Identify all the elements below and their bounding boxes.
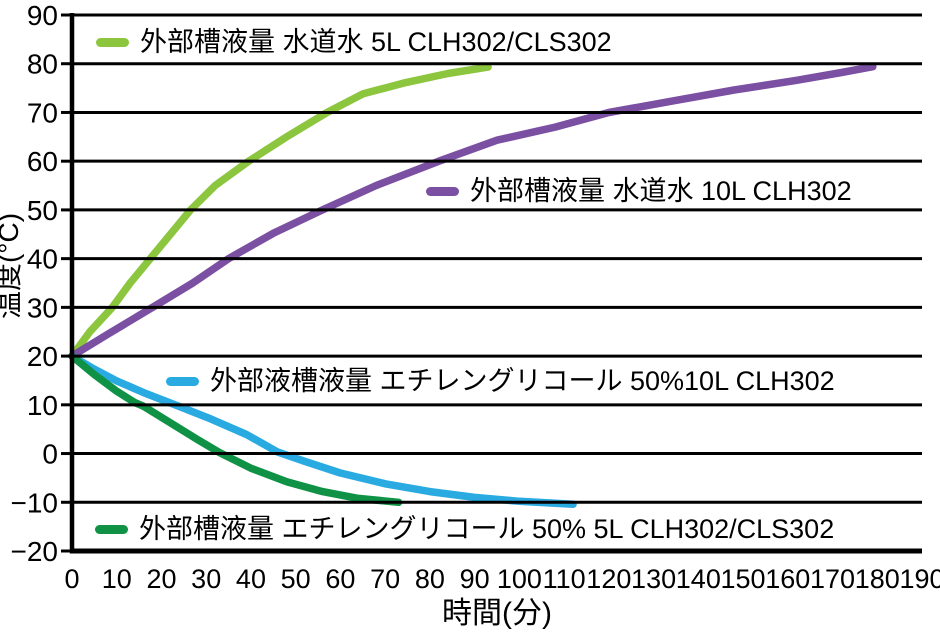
x-tick-label: 70	[370, 564, 400, 594]
x-axis-title: 時間(分)	[442, 597, 552, 630]
y-tick-label: −20	[11, 536, 59, 567]
y-tick-label: 30	[27, 292, 58, 323]
legend-ethylene-glycol-5l: 外部槽液量 エチレングリコール 50% 5L CLH302/CLS302	[95, 514, 834, 544]
legend-label-ethylene-glycol-5l: 外部槽液量 エチレングリコール 50% 5L CLH302/CLS302	[139, 514, 835, 544]
x-tick-label: 40	[236, 564, 266, 594]
x-tick-label: 110	[543, 564, 586, 594]
legend-label-tap-water-10l: 外部槽液量 水道水 10L CLH302	[470, 176, 852, 206]
x-tick-label: 150	[721, 564, 766, 594]
legend-tap-water-5l: 外部槽液量 水道水 5L CLH302/CLS302	[96, 27, 612, 57]
series-line-tap-water-5L	[68, 63, 492, 360]
x-tick-label: 80	[415, 564, 445, 594]
legend-swatch-ethylene-glycol-10l	[166, 376, 199, 386]
x-tick-label: 30	[191, 564, 221, 594]
y-tick-label: −10	[11, 487, 59, 518]
x-tick-label: 160	[765, 564, 810, 594]
x-tick-label: 60	[325, 564, 355, 594]
legend-swatch-ethylene-glycol-5l	[95, 524, 128, 534]
y-tick-label: 70	[27, 97, 58, 128]
x-tick-label: 130	[631, 564, 676, 594]
x-tick-label: 100	[497, 564, 542, 594]
x-tick-label: 90	[460, 564, 490, 594]
x-tick-label: 140	[676, 564, 721, 594]
legend-label-tap-water-5l: 外部槽液量 水道水 5L CLH302/CLS302	[140, 27, 612, 57]
y-tick-label: 20	[27, 341, 58, 372]
series-line-ethylene-glycol-50pct-10L	[68, 352, 577, 508]
series-group	[68, 62, 877, 508]
x-tick-label: 120	[586, 564, 631, 594]
legend-swatch-tap-water-10l	[426, 186, 459, 196]
x-tick-label: 10	[102, 564, 132, 594]
x-tick-label: 190	[899, 564, 940, 594]
x-tick-label: 50	[281, 564, 311, 594]
gridlines	[61, 13, 922, 554]
y-tick-label: 80	[27, 49, 58, 80]
y-tick-label: 10	[27, 390, 58, 421]
y-axis-title: 温度(°C)	[0, 213, 24, 319]
x-tick-label: 180	[855, 564, 900, 594]
y-tick-label: 60	[27, 146, 58, 177]
legend-label-ethylene-glycol-10l: 外部液槽液量 エチレングリコール 50%10L CLH302	[210, 366, 835, 396]
x-tick-label: 170	[810, 564, 855, 594]
y-tick-label: 40	[27, 244, 58, 275]
y-tick-label: 50	[27, 195, 58, 226]
legend-swatch-tap-water-5l	[96, 37, 129, 47]
y-tick-label: 0	[42, 439, 58, 470]
y-tick-label: 90	[27, 0, 58, 31]
legend-tap-water-10l: 外部槽液量 水道水 10L CLH302	[426, 176, 852, 206]
x-tick-label: 20	[146, 564, 176, 594]
series-line-ethylene-glycol-50pct-5L	[68, 352, 403, 507]
x-tick-label: 0	[64, 564, 79, 594]
legend-ethylene-glycol-10l: 外部液槽液量 エチレングリコール 50%10L CLH302	[166, 366, 835, 396]
